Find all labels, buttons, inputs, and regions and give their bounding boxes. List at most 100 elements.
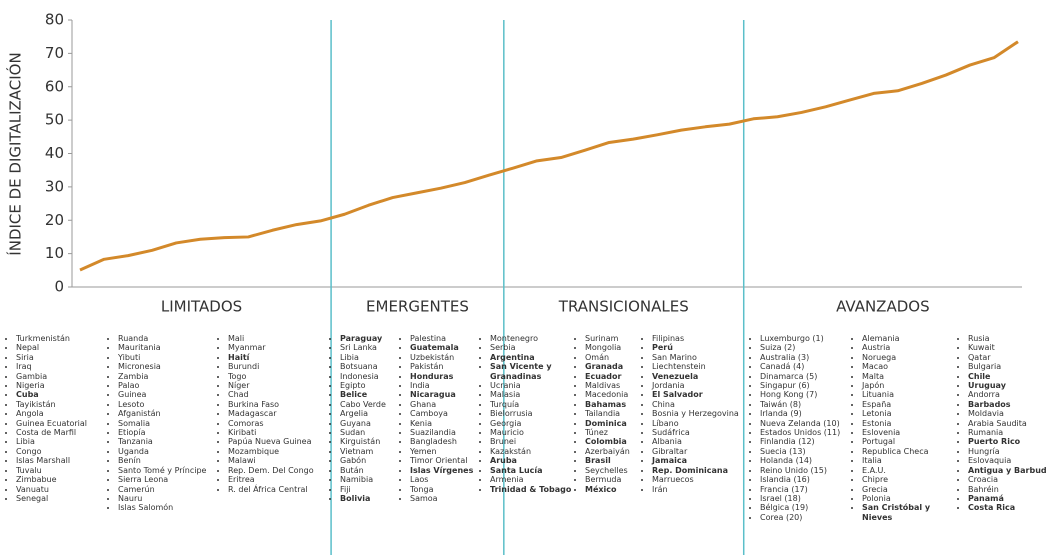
country-list: MontenegroSerbiaArgentinaSan Vicente y G…	[480, 334, 585, 494]
country: Brunei	[490, 437, 585, 446]
country: Costa de Marfil	[16, 428, 111, 437]
country: Nigeria	[16, 381, 111, 390]
country: Cabo Verde	[340, 400, 400, 409]
country: Singapur (6)	[760, 381, 855, 390]
country: Yibuti	[118, 353, 213, 362]
group-label: AVANZADOS	[836, 298, 930, 316]
country-list: TurkmenistánNepalSiriaIraqGambiaNigeriaC…	[6, 334, 111, 503]
country: Antigua y Barbuda	[968, 466, 1047, 475]
country: Macedonia	[585, 390, 680, 399]
country: Fiji	[340, 485, 400, 494]
country: Andorra	[968, 390, 1047, 399]
country: Israel (18)	[760, 494, 855, 503]
country: Montenegro	[490, 334, 585, 343]
country: Republica Checa	[862, 447, 957, 456]
country: Samoa	[410, 494, 505, 503]
country: Colombia	[585, 437, 680, 446]
country: Macao	[862, 362, 957, 371]
country: Kenia	[410, 419, 505, 428]
country: Costa Rica	[968, 503, 1047, 512]
group-label: EMERGENTES	[366, 298, 469, 316]
country: Tailandia	[585, 409, 680, 418]
country: Australia (3)	[760, 353, 855, 362]
country: Rusia	[968, 334, 1047, 343]
country: Tuvalu	[16, 466, 111, 475]
country: Brasil	[585, 456, 680, 465]
country: Jamaica	[652, 456, 747, 465]
country: Malasia	[490, 390, 585, 399]
y-tick-label: 60	[45, 77, 64, 95]
country: Chad	[228, 390, 323, 399]
country: Turkmenistán	[16, 334, 111, 343]
country: Qatar	[968, 353, 1047, 362]
country: Mali	[228, 334, 323, 343]
country: San Cristóbal y Nieves	[862, 503, 957, 522]
country: Hong Kong (7)	[760, 390, 855, 399]
country: Austria	[862, 343, 957, 352]
country: Venezuela	[652, 372, 747, 381]
country: España	[862, 400, 957, 409]
country: Liechtenstein	[652, 362, 747, 371]
country: Dominica	[585, 419, 680, 428]
country: Líbano	[652, 419, 747, 428]
country: Palao	[118, 381, 213, 390]
country: Sierra Leona	[118, 475, 213, 484]
group-label: LIMITADOS	[161, 298, 242, 316]
country: Tayikistán	[16, 400, 111, 409]
country-list: ParaguaySri LankaLibiaBotsuanaIndonesiaE…	[330, 334, 400, 503]
y-tick-label: 80	[45, 11, 64, 29]
country: Santo Tomé y Príncipe	[118, 466, 213, 475]
y-tick-label: 20	[45, 211, 64, 229]
country: Letonia	[862, 409, 957, 418]
country: Vietnam	[340, 447, 400, 456]
country: Barbados	[968, 400, 1047, 409]
country: Suazilandia	[410, 428, 505, 437]
country: Noruega	[862, 353, 957, 362]
country: Uzbekistán	[410, 353, 505, 362]
country: Granada	[585, 362, 680, 371]
country: Islas Salomón	[118, 503, 213, 512]
y-axis-title: ÍNDICE DE DIGITALIZACIÓN	[6, 52, 25, 255]
country: Mongolia	[585, 343, 680, 352]
country: Serbia	[490, 343, 585, 352]
country: Reino Unido (15)	[760, 466, 855, 475]
country: San Marino	[652, 353, 747, 362]
country: Iraq	[16, 362, 111, 371]
country: Mauricio	[490, 428, 585, 437]
country: Somalia	[118, 419, 213, 428]
country-list: FilipinasPerúSan MarinoLiechtensteinVene…	[642, 334, 747, 494]
country: Arabia Saudita	[968, 419, 1047, 428]
country: Polonia	[862, 494, 957, 503]
country: Lituania	[862, 390, 957, 399]
country: Sudan	[340, 428, 400, 437]
country: Surinam	[585, 334, 680, 343]
country: Pakistán	[410, 362, 505, 371]
country: Azerbaiyán	[585, 447, 680, 456]
country: Guyana	[340, 419, 400, 428]
country-list: SurinamMongoliaOmánGranadaEcuadorMaldiva…	[575, 334, 680, 494]
country: Moldavia	[968, 409, 1047, 418]
country: Sudáfrica	[652, 428, 747, 437]
country: Myanmar	[228, 343, 323, 352]
country: Nauru	[118, 494, 213, 503]
country: Kirguistán	[340, 437, 400, 446]
country: Túnez	[585, 428, 680, 437]
data-line	[79, 40, 1019, 272]
country: Grecia	[862, 485, 957, 494]
country: China	[652, 400, 747, 409]
country: Alemania	[862, 334, 957, 343]
country: Armenia	[490, 475, 585, 484]
country: Zimbabue	[16, 475, 111, 484]
country-list: Luxemburgo (1)Suiza (2)Australia (3)Cana…	[750, 334, 855, 522]
country: Guatemala	[410, 343, 505, 352]
country: Laos	[410, 475, 505, 484]
country: Camboya	[410, 409, 505, 418]
country: Corea (20)	[760, 513, 855, 522]
country: Honduras	[410, 372, 505, 381]
country: Jordania	[652, 381, 747, 390]
country: Tanzania	[118, 437, 213, 446]
country: Georgia	[490, 419, 585, 428]
country: Libia	[16, 437, 111, 446]
country: Papúa Nueva Guinea	[228, 437, 323, 446]
